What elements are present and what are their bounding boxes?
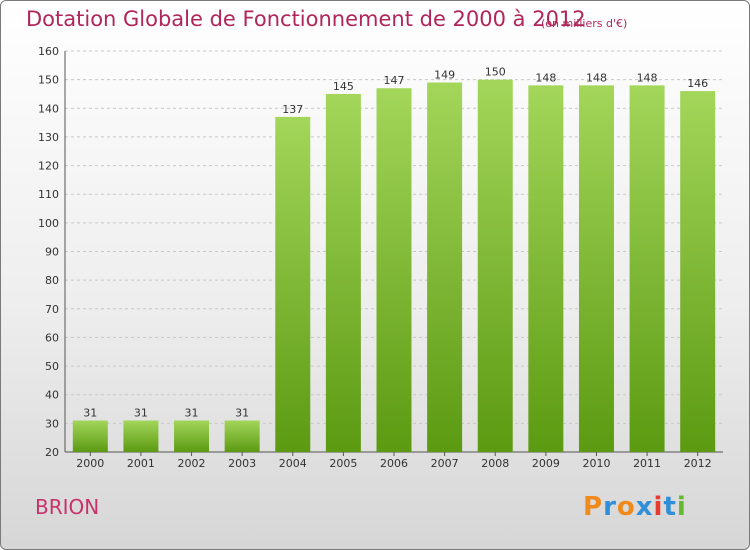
logo-letter: i xyxy=(676,492,687,522)
bar xyxy=(174,420,210,452)
y-tick-label: 60 xyxy=(45,331,59,344)
x-tick-labels: 2000 2001 2002 2003 2004 2005 2006 2007 2008 2009… xyxy=(76,452,712,470)
unit-note: (en milliers d'€) xyxy=(541,17,628,30)
x-tick-label: 2001 xyxy=(127,457,155,470)
x-tick-label: 2005 xyxy=(329,457,357,470)
bar xyxy=(477,79,513,453)
y-tick-label: 130 xyxy=(38,131,59,144)
y-tick-label: 150 xyxy=(38,74,59,87)
chart-title: Dotation Globale de Fonctionnement de 20… xyxy=(26,7,586,31)
bar xyxy=(72,420,108,452)
value-label: 149 xyxy=(434,69,455,82)
x-tick-label: 2002 xyxy=(178,457,206,470)
commune-name: BRION xyxy=(35,495,100,519)
value-label: 150 xyxy=(485,66,506,79)
logo-letter: P xyxy=(583,492,604,522)
y-tick-labels: 20 30 40 50 60 70 80 90 100 110 120 130 140 150 160 xyxy=(38,45,59,459)
x-tick-label: 2012 xyxy=(684,457,712,470)
value-label: 137 xyxy=(282,103,303,116)
value-label: 148 xyxy=(535,71,556,84)
y-tick-label: 110 xyxy=(38,188,59,201)
x-tick-label: 2006 xyxy=(380,457,408,470)
bar xyxy=(528,85,564,452)
x-tick-label: 2004 xyxy=(279,457,307,470)
bar xyxy=(376,88,412,452)
y-tick-label: 50 xyxy=(45,360,59,373)
y-tick-label: 30 xyxy=(45,417,59,430)
bar xyxy=(427,82,463,452)
y-tick-label: 140 xyxy=(38,102,59,115)
value-labels: 31 31 31 31 137 145 147 149 150 148 148 148 146 xyxy=(83,66,708,420)
bar xyxy=(275,116,311,452)
y-tick-label: 40 xyxy=(45,389,59,402)
bar xyxy=(325,93,361,452)
logo-letter: i xyxy=(653,492,664,522)
x-tick-label: 2008 xyxy=(481,457,509,470)
x-tick-label: 2010 xyxy=(582,457,610,470)
logo-letter: x xyxy=(635,492,654,522)
x-tick-label: 2009 xyxy=(532,457,560,470)
y-tick-label: 160 xyxy=(38,45,59,58)
value-label: 31 xyxy=(185,406,199,419)
y-tick-label: 120 xyxy=(38,160,59,173)
logo-letter: o xyxy=(616,492,636,522)
x-tick-label: 2000 xyxy=(76,457,104,470)
x-tick-label: 2003 xyxy=(228,457,256,470)
x-tick-label: 2007 xyxy=(431,457,459,470)
proxiti-logo[interactable]: Proxiti xyxy=(583,492,687,522)
value-label: 148 xyxy=(637,71,658,84)
value-label: 31 xyxy=(134,406,148,419)
logo-letter: t xyxy=(663,492,677,522)
y-tick-label: 20 xyxy=(45,446,59,459)
y-tick-label: 90 xyxy=(45,246,59,259)
y-tick-label: 100 xyxy=(38,217,59,230)
bar xyxy=(578,85,614,452)
value-label: 147 xyxy=(384,74,405,87)
bar xyxy=(224,420,260,452)
value-label: 148 xyxy=(586,71,607,84)
value-label: 31 xyxy=(235,406,249,419)
value-label: 145 xyxy=(333,80,354,93)
y-tick-label: 70 xyxy=(45,303,59,316)
logo-letter: r xyxy=(603,492,617,522)
bar xyxy=(680,91,716,452)
bars xyxy=(72,79,716,453)
bar xyxy=(123,420,159,452)
value-label: 146 xyxy=(687,77,708,90)
value-label: 31 xyxy=(83,406,97,419)
bar xyxy=(629,85,665,452)
y-tick-label: 80 xyxy=(45,274,59,287)
x-tick-label: 2011 xyxy=(633,457,661,470)
